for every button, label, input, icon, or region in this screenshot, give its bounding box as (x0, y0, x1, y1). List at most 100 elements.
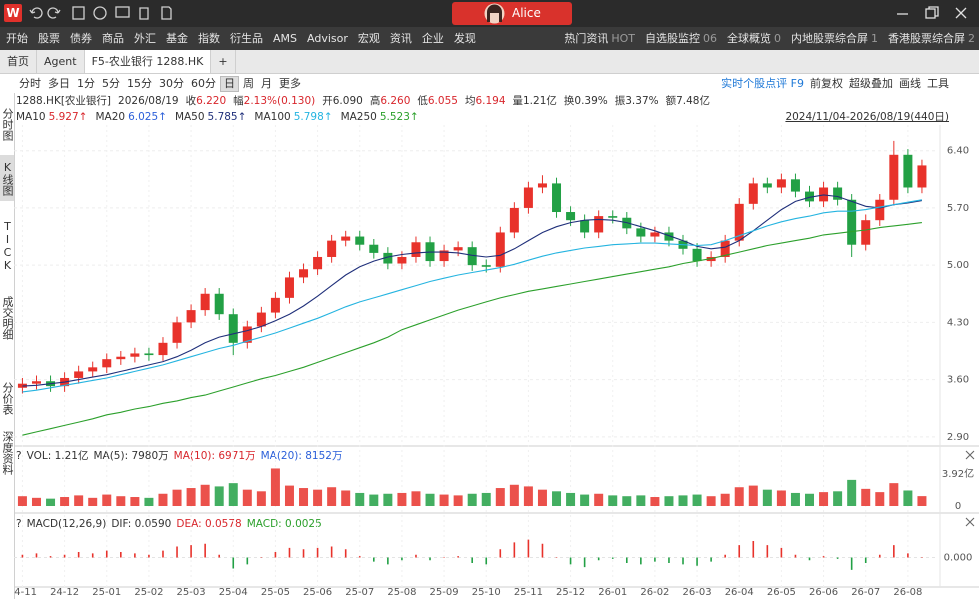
candle-body (313, 256, 323, 270)
volume-bar (819, 492, 829, 506)
volume-bar (903, 490, 913, 506)
volume-bar (650, 497, 660, 506)
macd-bar (246, 557, 249, 565)
macd-bar (91, 553, 94, 558)
side-tab[interactable]: 分时图 (1, 107, 14, 141)
volume-bar (861, 488, 871, 506)
period-button[interactable]: 60分 (191, 77, 216, 90)
menu-item[interactable]: 衍生品 (230, 32, 263, 45)
menu-right-item[interactable]: 内地股票综合屏 1 (791, 27, 878, 50)
menu-right-item[interactable]: 全球概览 0 (727, 27, 781, 50)
period-button[interactable]: 分时 (19, 77, 41, 90)
volume-bar (74, 495, 84, 506)
volume-bar (228, 483, 238, 506)
x-tick-label: 25-10 (472, 587, 501, 598)
menu-item[interactable]: 资讯 (389, 32, 412, 45)
menu-label: 自选股监控 (645, 32, 700, 45)
quote-value: 6.260 (380, 95, 411, 107)
macd-bar (583, 557, 586, 568)
user-badge[interactable]: Alice (452, 2, 572, 25)
period-button[interactable]: 30分 (159, 77, 184, 90)
x-tick-label: 25-03 (177, 587, 206, 598)
tool-button[interactable]: 前复权 (810, 77, 843, 90)
candle-body (847, 199, 857, 245)
macd-bar (77, 552, 80, 558)
user-name: Alice (512, 6, 541, 20)
volume-bar (481, 492, 491, 506)
period-button[interactable]: 月 (261, 77, 272, 90)
menu-right-item[interactable]: 香港股票综合屏 2 (888, 27, 975, 50)
help-icon[interactable]: ? (16, 450, 22, 462)
tool-button[interactable]: 画线 (899, 77, 921, 90)
volume-bar (284, 485, 294, 506)
tool-button[interactable]: 工具 (927, 77, 949, 90)
window-controls[interactable] (895, 5, 975, 22)
x-tick-label: 25-01 (92, 587, 121, 598)
x-tick-label: 24-11 (14, 587, 37, 598)
menu-item[interactable]: Advisor (307, 32, 348, 45)
menu-item[interactable]: 指数 (198, 32, 220, 45)
y-tick-label: 3.60 (947, 375, 969, 386)
menu-item[interactable]: 商品 (102, 32, 124, 45)
menu-item[interactable]: 宏观 (357, 32, 380, 45)
period-button[interactable]: 更多 (279, 77, 301, 90)
period-button[interactable]: 周 (243, 77, 254, 90)
side-tab[interactable]: 分价表 (1, 381, 14, 415)
quote-item: 低6.055 (417, 95, 458, 107)
x-tick-label: 26-08 (893, 587, 922, 598)
candle-body (664, 232, 674, 241)
volume-bar (130, 497, 140, 506)
tab[interactable]: F5-农业银行 1288.HK (84, 50, 212, 73)
candle-body (608, 216, 618, 218)
candle-body (776, 179, 786, 188)
menu-item[interactable]: 发现 (453, 32, 476, 45)
quote-value: 2.13%(0.130) (243, 95, 316, 107)
tab[interactable]: 首页 (0, 50, 37, 73)
tool-button[interactable]: 超级叠加 (849, 77, 893, 90)
volume-bar (144, 497, 154, 506)
candle-body (299, 269, 309, 278)
y-tick-label: 0 (955, 501, 961, 512)
tab[interactable]: + (211, 50, 236, 73)
side-tab[interactable]: 成交明细 (1, 296, 14, 340)
menu-badge: HOT (611, 32, 635, 45)
ma-line (22, 222, 922, 436)
period-button[interactable]: 5分 (102, 77, 120, 90)
menu-item[interactable]: 债券 (70, 32, 92, 45)
side-tab[interactable]: 深度资料 (1, 431, 14, 475)
side-tab[interactable]: K线图 (0, 155, 14, 201)
volume-bar (214, 486, 224, 506)
period-button[interactable]: 多日 (48, 77, 70, 90)
ma-value: 5.927↑ (48, 111, 88, 123)
menu-right-item[interactable]: 自选股监控 06 (645, 27, 717, 50)
menu-right-item[interactable]: 热门资讯 HOT (564, 27, 635, 50)
period-button[interactable]: 1分 (77, 77, 95, 90)
side-tab[interactable]: TICK (1, 220, 14, 272)
tab[interactable]: Agent (37, 50, 85, 73)
period-button[interactable]: 15分 (127, 77, 152, 90)
volume-bar (636, 495, 646, 506)
menu-item[interactable]: 企业 (421, 32, 444, 45)
menu-item[interactable]: 开始 (6, 32, 28, 45)
candle-body (369, 244, 379, 253)
help-icon[interactable]: ? (16, 518, 22, 530)
volume-bar (270, 468, 280, 506)
period-button[interactable]: 日 (220, 76, 239, 92)
macd-bar (780, 547, 783, 558)
date-range[interactable]: 2024/11/04-2026/08/19(440日) (785, 111, 949, 123)
macd-bar (457, 556, 459, 558)
tool-button[interactable]: 实时个股点评 F9 (721, 77, 804, 90)
app-logo[interactable]: W (4, 4, 22, 22)
menu-item[interactable]: 股票 (38, 32, 60, 45)
candle-body (341, 236, 351, 241)
macd-bar (527, 539, 530, 558)
tab-bar: 首页 Agent F5-农业银行 1288.HK + (0, 50, 979, 74)
candle-body (158, 342, 168, 356)
menu-item[interactable]: 基金 (166, 32, 188, 45)
menu-item[interactable]: 外汇 (134, 32, 156, 45)
candle-body (31, 381, 41, 384)
quote-item: 额7.48亿 (666, 95, 710, 107)
menu-badge: 1 (871, 32, 878, 45)
menu-item[interactable]: AMS (273, 32, 297, 45)
quick-icons (29, 6, 172, 20)
